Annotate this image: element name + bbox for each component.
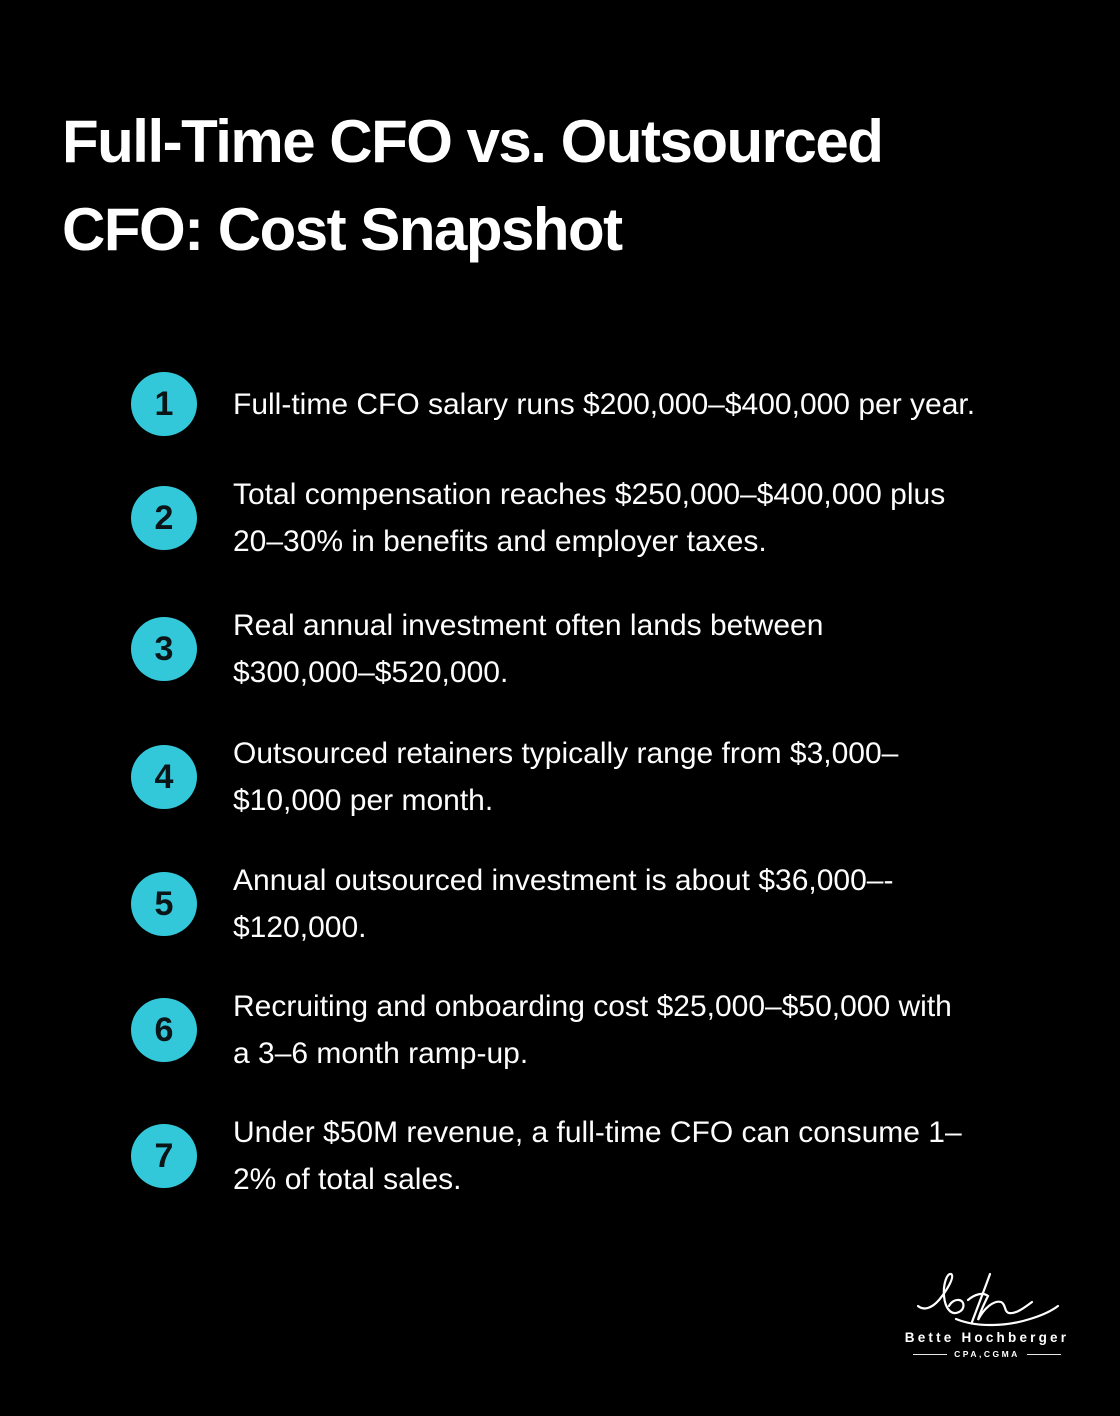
brand-credentials: CPA,CGMA xyxy=(954,1349,1020,1359)
item-text-line: Annual outsourced investment is about $3… xyxy=(233,864,894,897)
list-item-6: 6 Recruiting and onboarding cost $25,000–… xyxy=(131,983,952,1077)
item-text: Real annual investment often lands betwe… xyxy=(233,602,823,696)
item-text: Recruiting and onboarding cost $25,000–$… xyxy=(233,983,952,1077)
brand-name: Bette Hochberger xyxy=(904,1330,1070,1345)
item-text: Under $50M revenue, a full-time CFO can … xyxy=(233,1109,962,1203)
list-item-4: 4 Outsourced retainers typically range fr… xyxy=(131,730,898,824)
item-text: Full-time CFO salary runs $200,000–$400,… xyxy=(233,381,975,428)
brand-logo: Bette Hochberger CPA,CGMA xyxy=(903,1270,1071,1359)
item-number-badge: 2 xyxy=(131,486,197,550)
list-item-2: 2 Total compensation reaches $250,000–$40… xyxy=(131,471,945,565)
item-text-line: a 3–6 month ramp-up. xyxy=(233,1037,529,1070)
item-text-line: Under $50M revenue, a full-time CFO can … xyxy=(233,1116,962,1149)
page-title-line-1: Full-Time CFO vs. Outsourced xyxy=(62,108,884,175)
item-text: Outsourced retainers typically range fro… xyxy=(233,730,898,824)
list-item-1: 1 Full-time CFO salary runs $200,000–$400… xyxy=(131,372,975,436)
item-number-badge: 5 xyxy=(131,872,197,936)
credential-rule-left xyxy=(913,1353,948,1355)
brand-credentials-row: CPA,CGMA xyxy=(903,1349,1071,1359)
item-number-badge: 4 xyxy=(131,745,197,809)
item-text-line: 20–30% in benefits and employer taxes. xyxy=(233,525,767,558)
item-text-line: 2% of total sales. xyxy=(233,1163,462,1196)
item-number-badge: 3 xyxy=(131,617,197,681)
page-title: Full-Time CFO vs. Outsourced CFO: Cost S… xyxy=(62,98,884,274)
item-text: Annual outsourced investment is about $3… xyxy=(233,857,893,951)
item-text: Total compensation reaches $250,000–$400… xyxy=(233,471,945,565)
item-text-line: Recruiting and onboarding cost $25,000–$… xyxy=(233,990,952,1023)
item-text-line: $10,000 per month. xyxy=(233,784,494,817)
credential-rule-right xyxy=(1026,1353,1061,1355)
item-text-line: $120,000. xyxy=(233,911,367,944)
list-item-5: 5 Annual outsourced investment is about $… xyxy=(131,857,893,951)
item-number-badge: 1 xyxy=(131,372,197,436)
item-text-line: Full-time CFO salary runs $200,000–$400,… xyxy=(233,387,976,421)
item-text-line: $300,000–$520,000. xyxy=(233,656,509,689)
item-number-badge: 6 xyxy=(131,998,197,1062)
item-text-line: Total compensation reaches $250,000–$400… xyxy=(233,478,946,511)
bh-signature-icon xyxy=(916,1272,1060,1327)
item-text-line: Real annual investment often lands betwe… xyxy=(233,609,824,642)
page-title-line-2: CFO: Cost Snapshot xyxy=(62,196,623,263)
item-text-line: Outsourced retainers typically range fro… xyxy=(233,737,899,770)
item-number-badge: 7 xyxy=(131,1124,197,1188)
list-item-7: 7 Under $50M revenue, a full-time CFO can… xyxy=(131,1109,962,1203)
list-item-3: 3 Real annual investment often lands betw… xyxy=(131,602,823,696)
